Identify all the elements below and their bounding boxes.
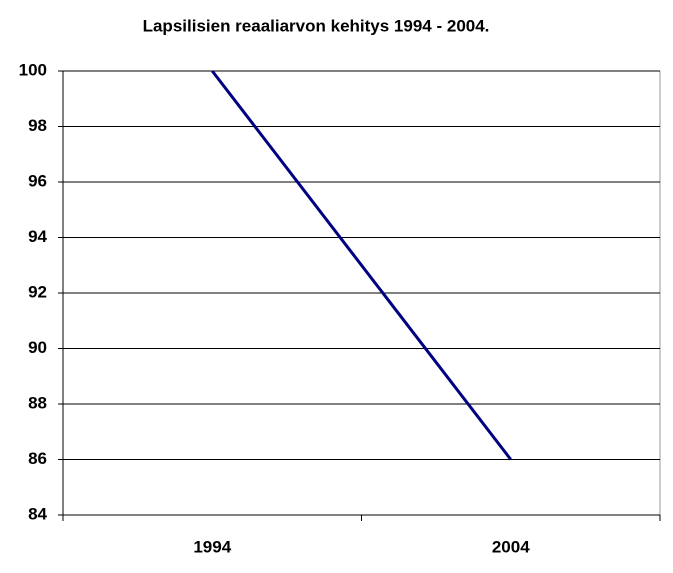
y-tick-label: 90 xyxy=(28,338,47,357)
y-tick-label: 84 xyxy=(28,504,47,523)
y-tick-label: 86 xyxy=(28,449,47,468)
y-tick-label: 88 xyxy=(28,393,47,412)
x-tick-label: 2004 xyxy=(492,537,530,556)
y-tick-label: 94 xyxy=(28,227,47,246)
y-tick-label: 98 xyxy=(28,116,47,135)
data-line xyxy=(211,70,512,461)
y-tick-label: 100 xyxy=(19,60,47,79)
y-tick-label: 96 xyxy=(28,171,47,190)
y-tick-label: 92 xyxy=(28,282,47,301)
x-tick-label: 1994 xyxy=(193,537,231,556)
chart-title: Lapsilisien reaaliarvon kehitys 1994 - 2… xyxy=(143,16,490,35)
